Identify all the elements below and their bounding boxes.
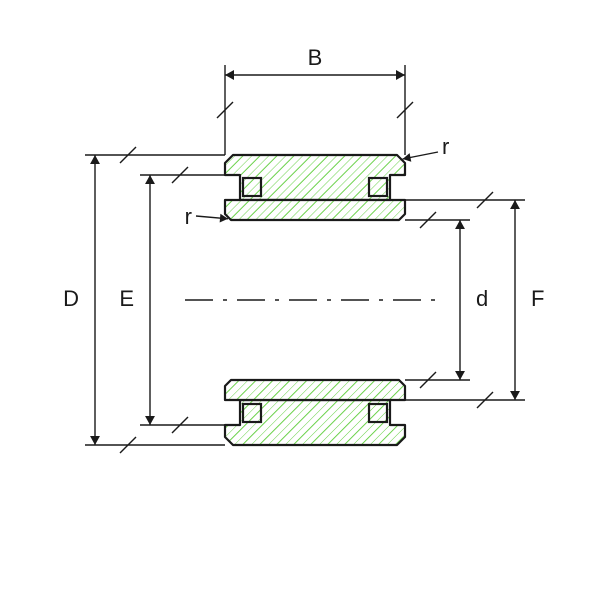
label-r-outer: r	[442, 134, 449, 159]
dim-D-label: D	[63, 286, 79, 311]
dim-d-label: d	[476, 286, 488, 311]
dim-F-label: F	[531, 286, 544, 311]
dim-B-label: B	[308, 45, 323, 70]
dim-E-label: E	[119, 286, 134, 311]
label-r-inner: r	[185, 204, 192, 229]
bearing-section-diagram: B D Ed Fr r	[0, 0, 600, 600]
